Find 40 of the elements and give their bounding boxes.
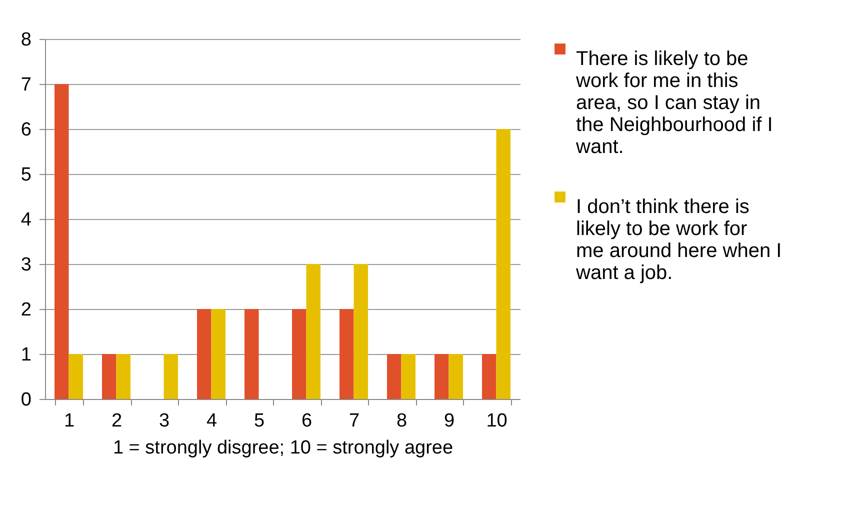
bar [102,354,116,399]
y-tick-label: 5 [20,164,32,186]
bar [354,264,368,399]
x-tick-label: 9 [444,410,455,432]
bar [292,309,306,399]
y-tick-label: 2 [20,300,32,320]
bar [387,354,402,399]
bar [244,309,259,399]
x-tick-label: 5 [254,410,265,432]
x-tick-label: 4 [206,410,218,432]
x-tick-label: 3 [158,410,170,432]
x-tick-label: 10 [486,410,508,432]
y-tick-label: 6 [20,120,32,140]
x-tick-label: 2 [111,410,122,432]
legend-label: I don’t think there is likely to be work for me around here when I want a job. [575,196,782,284]
bar [448,354,463,399]
x-tick-label: 6 [301,410,312,432]
bar [54,84,69,399]
y-tick-label: 8 [20,30,32,50]
bar [116,354,130,399]
y-tick-label: 4 [20,210,32,230]
bar [197,309,212,399]
x-axis-title: 1 = strongly disgree; 10 = strongly agree [112,438,454,458]
bar [68,354,83,399]
y-tick-label: 3 [20,254,32,276]
bar [164,354,178,399]
bar [340,309,354,399]
bar [482,354,496,399]
bar [306,264,320,399]
x-tick-label: 7 [348,410,360,432]
bar [211,309,226,399]
bar [434,354,449,399]
bar [496,129,510,399]
x-tick-label: 8 [396,410,408,432]
y-tick-label: 1 [20,344,32,366]
y-tick-label: 0 [20,390,32,410]
y-tick-label: 7 [20,74,32,96]
bar [401,354,416,399]
x-tick-label: 1 [64,410,75,432]
legend-label: There is likely to be work for me in this area, so I can stay in the Neighbourhood if I want. [575,48,773,158]
